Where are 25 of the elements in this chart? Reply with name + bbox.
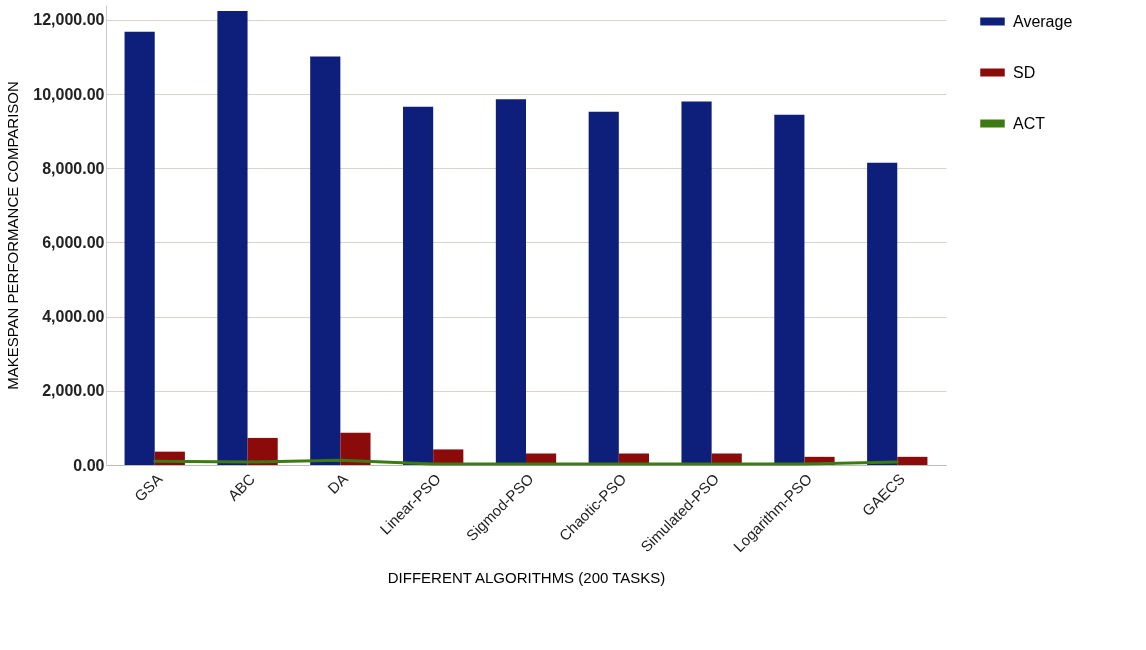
y-tick-label: 10,000.00 (33, 85, 105, 103)
bar (124, 31, 155, 465)
legend-label: Average (1013, 12, 1073, 30)
y-tick-label: 12,000.00 (33, 11, 105, 29)
bar (217, 10, 248, 465)
bar (897, 456, 928, 465)
x-tick-label: DA (324, 470, 351, 497)
y-tick-label: 0.00 (73, 456, 105, 474)
y-axis-title: MAKESPAN PERFORMANCE COMPARISON (4, 81, 22, 390)
x-tick-label: GSA (130, 470, 166, 505)
bar (403, 106, 434, 465)
bar (495, 99, 526, 465)
y-tick-label: 2,000.00 (42, 382, 105, 400)
bar (310, 56, 341, 465)
legend-label: ACT (1013, 114, 1046, 132)
legend-label: SD (1013, 63, 1036, 81)
x-axis-title: DIFFERENT ALGORITHMS (200 TASKS) (387, 569, 666, 587)
y-tick-label: 6,000.00 (42, 233, 105, 251)
bar (340, 432, 371, 465)
y-tick-label: 4,000.00 (42, 308, 105, 326)
bar (867, 162, 898, 465)
bar (681, 101, 712, 465)
y-tick-label: 8,000.00 (42, 159, 105, 177)
bar (774, 114, 805, 465)
bar (588, 111, 619, 465)
